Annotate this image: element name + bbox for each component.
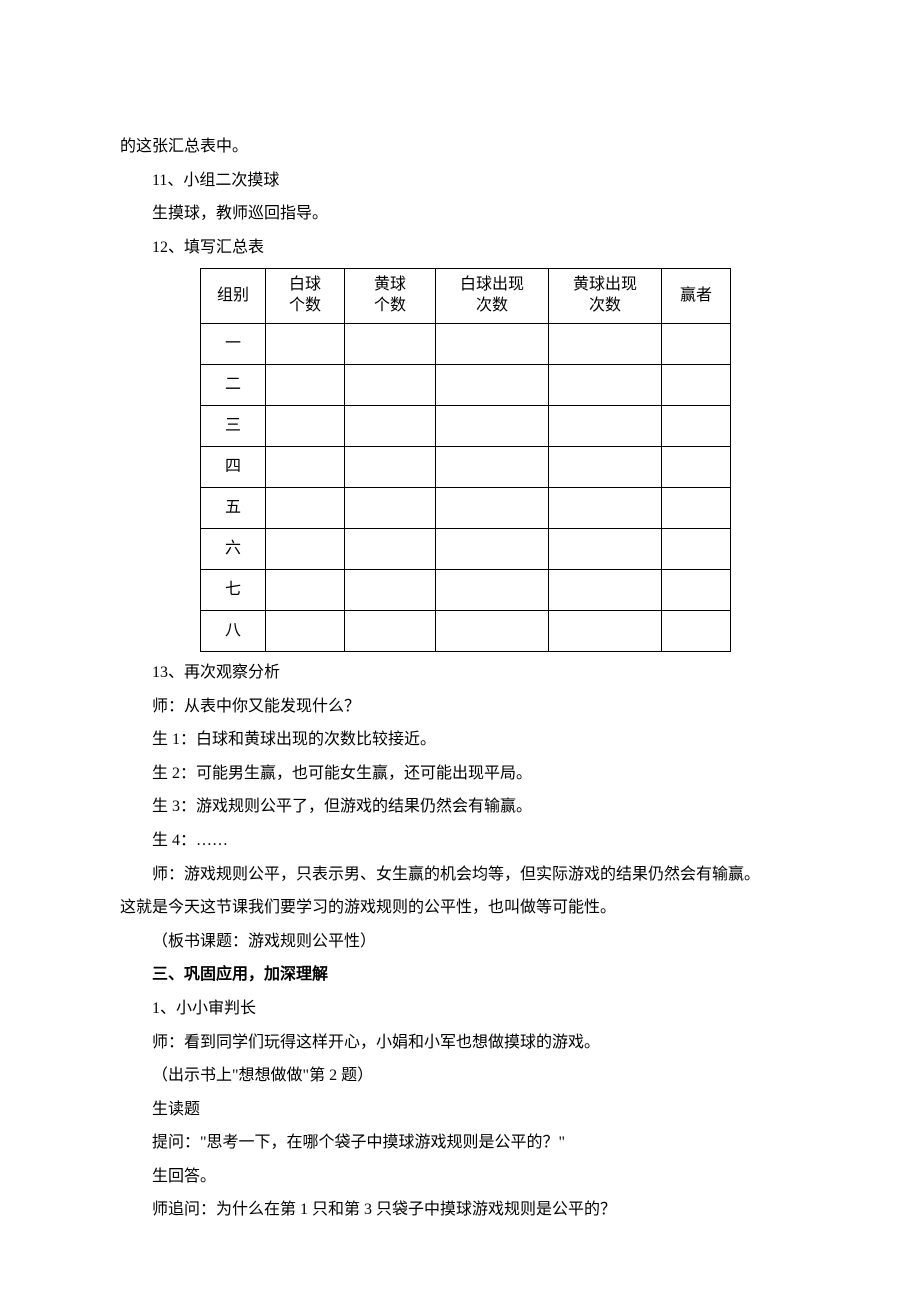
table-row: 四 — [201, 446, 731, 487]
paragraph: （板书课题：游戏规则公平性） — [120, 925, 800, 959]
cell — [345, 446, 436, 487]
cell — [549, 323, 662, 364]
th-whitecnt-l1: 白球出现 — [460, 276, 524, 293]
paragraph: 1、小小审判长 — [120, 992, 800, 1026]
paragraph: 生摸球，教师巡回指导。 — [120, 197, 800, 231]
th-group: 组别 — [201, 269, 266, 324]
cell — [345, 364, 436, 405]
table-row: 三 — [201, 405, 731, 446]
paragraph: 师：游戏规则公平，只表示男、女生赢的机会均等，但实际游戏的结果仍然会有输赢。 — [120, 858, 800, 892]
cell — [345, 528, 436, 569]
cell — [345, 610, 436, 651]
th-yellowcnt: 黄球出现 次数 — [549, 269, 662, 324]
cell — [436, 528, 549, 569]
cell-group: 一 — [201, 323, 266, 364]
paragraph: 师：从表中你又能发现什么？ — [120, 690, 800, 724]
cell — [345, 487, 436, 528]
th-white-l2: 个数 — [289, 297, 321, 314]
cell-group: 二 — [201, 364, 266, 405]
paragraph: 11、小组二次摸球 — [120, 164, 800, 198]
cell — [436, 323, 549, 364]
th-yellowcnt-l1: 黄球出现 — [573, 276, 637, 293]
table-row: 八 — [201, 610, 731, 651]
paragraph: （出示书上"想想做做"第 2 题） — [120, 1059, 800, 1093]
cell — [266, 569, 345, 610]
paragraph: 的这张汇总表中。 — [120, 130, 800, 164]
th-whitecnt: 白球出现 次数 — [436, 269, 549, 324]
paragraph: 生读题 — [120, 1093, 800, 1127]
th-whitecnt-l2: 次数 — [476, 297, 508, 314]
paragraph: 师追问：为什么在第 1 只和第 3 只袋子中摸球游戏规则是公平的？ — [120, 1193, 800, 1227]
cell — [549, 446, 662, 487]
th-yellowcnt-l2: 次数 — [589, 297, 621, 314]
section-heading: 三、巩固应用，加深理解 — [120, 958, 800, 992]
table-row: 二 — [201, 364, 731, 405]
paragraph: 生 4：…… — [120, 824, 800, 858]
cell — [436, 569, 549, 610]
cell — [662, 364, 731, 405]
cell — [662, 610, 731, 651]
cell — [549, 569, 662, 610]
cell — [662, 446, 731, 487]
th-yellow-l1: 黄球 — [374, 276, 406, 293]
table-row: 七 — [201, 569, 731, 610]
paragraph: 12、填写汇总表 — [120, 231, 800, 265]
table-header-row: 组别 白球 个数 黄球 个数 白球出现 次数 黄球出现 次数 赢者 — [201, 269, 731, 324]
cell — [266, 528, 345, 569]
cell — [662, 528, 731, 569]
paragraph: 13、再次观察分析 — [120, 656, 800, 690]
cell — [662, 405, 731, 446]
cell — [549, 528, 662, 569]
cell — [266, 323, 345, 364]
th-white: 白球 个数 — [266, 269, 345, 324]
th-yellow-l2: 个数 — [374, 297, 406, 314]
cell — [436, 364, 549, 405]
paragraph: 师：看到同学们玩得这样开心，小娟和小军也想做摸球的游戏。 — [120, 1026, 800, 1060]
cell-group: 四 — [201, 446, 266, 487]
cell — [345, 405, 436, 446]
cell — [662, 487, 731, 528]
cell — [436, 487, 549, 528]
th-white-l1: 白球 — [289, 276, 321, 293]
cell — [662, 569, 731, 610]
paragraph: 提问："思考一下，在哪个袋子中摸球游戏规则是公平的？" — [120, 1126, 800, 1160]
cell — [266, 364, 345, 405]
cell — [549, 610, 662, 651]
cell-group: 五 — [201, 487, 266, 528]
cell — [266, 405, 345, 446]
paragraph: 生 2：可能男生赢，也可能女生赢，还可能出现平局。 — [120, 757, 800, 791]
table-row: 一 — [201, 323, 731, 364]
summary-table: 组别 白球 个数 黄球 个数 白球出现 次数 黄球出现 次数 赢者 — [200, 268, 731, 652]
paragraph: 这就是今天这节课我们要学习的游戏规则的公平性，也叫做等可能性。 — [120, 891, 800, 925]
cell — [266, 487, 345, 528]
cell — [345, 569, 436, 610]
cell — [549, 364, 662, 405]
cell — [266, 446, 345, 487]
cell — [549, 487, 662, 528]
cell-group: 七 — [201, 569, 266, 610]
cell — [662, 323, 731, 364]
paragraph: 生回答。 — [120, 1160, 800, 1194]
table-row: 六 — [201, 528, 731, 569]
cell — [436, 610, 549, 651]
cell — [436, 405, 549, 446]
cell-group: 三 — [201, 405, 266, 446]
cell — [345, 323, 436, 364]
table-row: 五 — [201, 487, 731, 528]
paragraph: 生 3：游戏规则公平了，但游戏的结果仍然会有输赢。 — [120, 790, 800, 824]
cell — [436, 446, 549, 487]
th-yellow: 黄球 个数 — [345, 269, 436, 324]
document-page: 的这张汇总表中。 11、小组二次摸球 生摸球，教师巡回指导。 12、填写汇总表 … — [0, 0, 920, 1302]
cell-group: 八 — [201, 610, 266, 651]
paragraph: 生 1：白球和黄球出现的次数比较接近。 — [120, 723, 800, 757]
th-winner: 赢者 — [662, 269, 731, 324]
cell — [266, 610, 345, 651]
cell — [549, 405, 662, 446]
cell-group: 六 — [201, 528, 266, 569]
